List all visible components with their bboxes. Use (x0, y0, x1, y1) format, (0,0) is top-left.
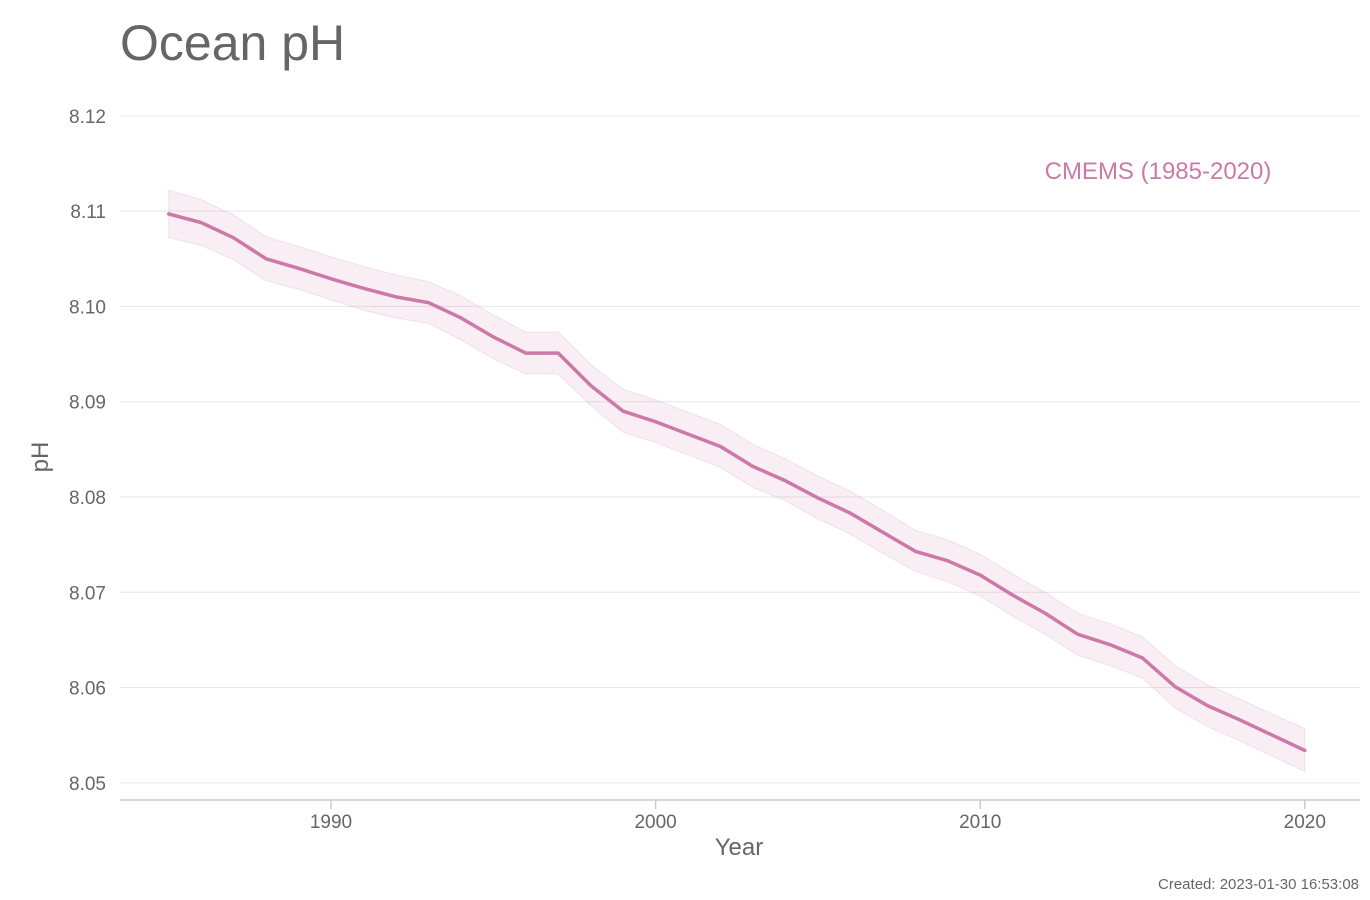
uncertainty-bands (168, 189, 1306, 773)
y-axis-title: pH (27, 442, 54, 473)
series-lines (166, 212, 1307, 753)
y-tick-label: 8.10 (69, 297, 106, 318)
y-tick-label: 8.09 (69, 393, 106, 414)
y-tick-label: 8.07 (69, 583, 106, 604)
y-tick-label: 8.06 (69, 679, 106, 700)
x-tick-label: 2020 (1284, 812, 1326, 833)
y-axis-ticks: 8.05 8.06 8.07 8.08 8.09 8.10 8.11 8.12 (69, 107, 106, 795)
y-tick-label: 8.12 (69, 107, 106, 128)
y-tick-label: 8.05 (69, 774, 106, 795)
gridlines (120, 115, 1360, 784)
uncertainty-band (168, 189, 1306, 773)
x-axis-ticks: 1990 2000 2010 2020 (310, 800, 1326, 833)
x-tick-label: 1990 (310, 812, 352, 833)
x-tick-label: 2010 (959, 812, 1001, 833)
series-label-cmems: CMEMS (1985-2020) (1045, 158, 1272, 185)
y-tick-label: 8.08 (69, 488, 106, 509)
x-tick-label: 2000 (634, 812, 676, 833)
created-timestamp: Created: 2023-01-30 16:53:08 (1158, 876, 1359, 893)
chart-title: Ocean pH (120, 15, 345, 71)
series-line (166, 212, 1307, 753)
y-tick-label: 8.11 (70, 202, 106, 223)
x-axis-title: Year (715, 834, 764, 861)
